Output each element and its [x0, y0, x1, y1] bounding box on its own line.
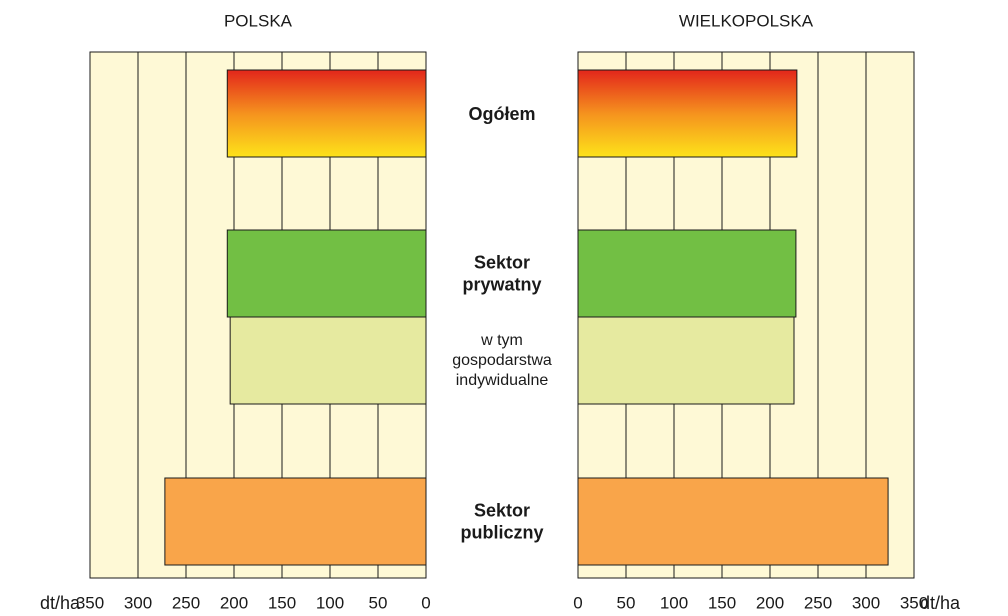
x-tick-label: 150 — [708, 593, 736, 612]
x-tick-label: 350 — [76, 593, 104, 612]
x-tick-label: 250 — [804, 593, 832, 612]
bar — [577, 477, 889, 566]
x-tick-label: 50 — [617, 593, 636, 612]
bar — [226, 69, 427, 158]
category-label: Sektor publiczny — [460, 500, 544, 543]
bar — [577, 316, 795, 405]
x-tick-label: 0 — [573, 593, 582, 612]
x-tick-label: 200 — [756, 593, 784, 612]
x-tick-label: 50 — [369, 593, 388, 612]
panel-title: WIELKOPOLSKA — [679, 11, 814, 30]
x-tick-label: 200 — [220, 593, 248, 612]
category-label: Ogółem — [468, 103, 536, 124]
category-label: Sektor prywatny — [462, 252, 542, 295]
x-tick-label: 250 — [172, 593, 200, 612]
x-tick-label: 350 — [900, 593, 928, 612]
category-label: w tym gospodarstwa indywidualne — [452, 331, 552, 389]
bar — [164, 477, 427, 566]
x-tick-label: 100 — [316, 593, 344, 612]
panel-title: POLSKA — [224, 11, 293, 30]
x-tick-label: 100 — [660, 593, 688, 612]
x-axis-label: dt/ha — [920, 593, 961, 613]
bar — [226, 229, 427, 318]
bar — [577, 229, 797, 318]
x-tick-label: 0 — [421, 593, 430, 612]
x-tick-label: 150 — [268, 593, 296, 612]
bar — [229, 316, 427, 405]
bar — [577, 69, 798, 158]
x-axis-label: dt/ha — [40, 593, 81, 613]
x-tick-label: 300 — [124, 593, 152, 612]
x-tick-label: 300 — [852, 593, 880, 612]
